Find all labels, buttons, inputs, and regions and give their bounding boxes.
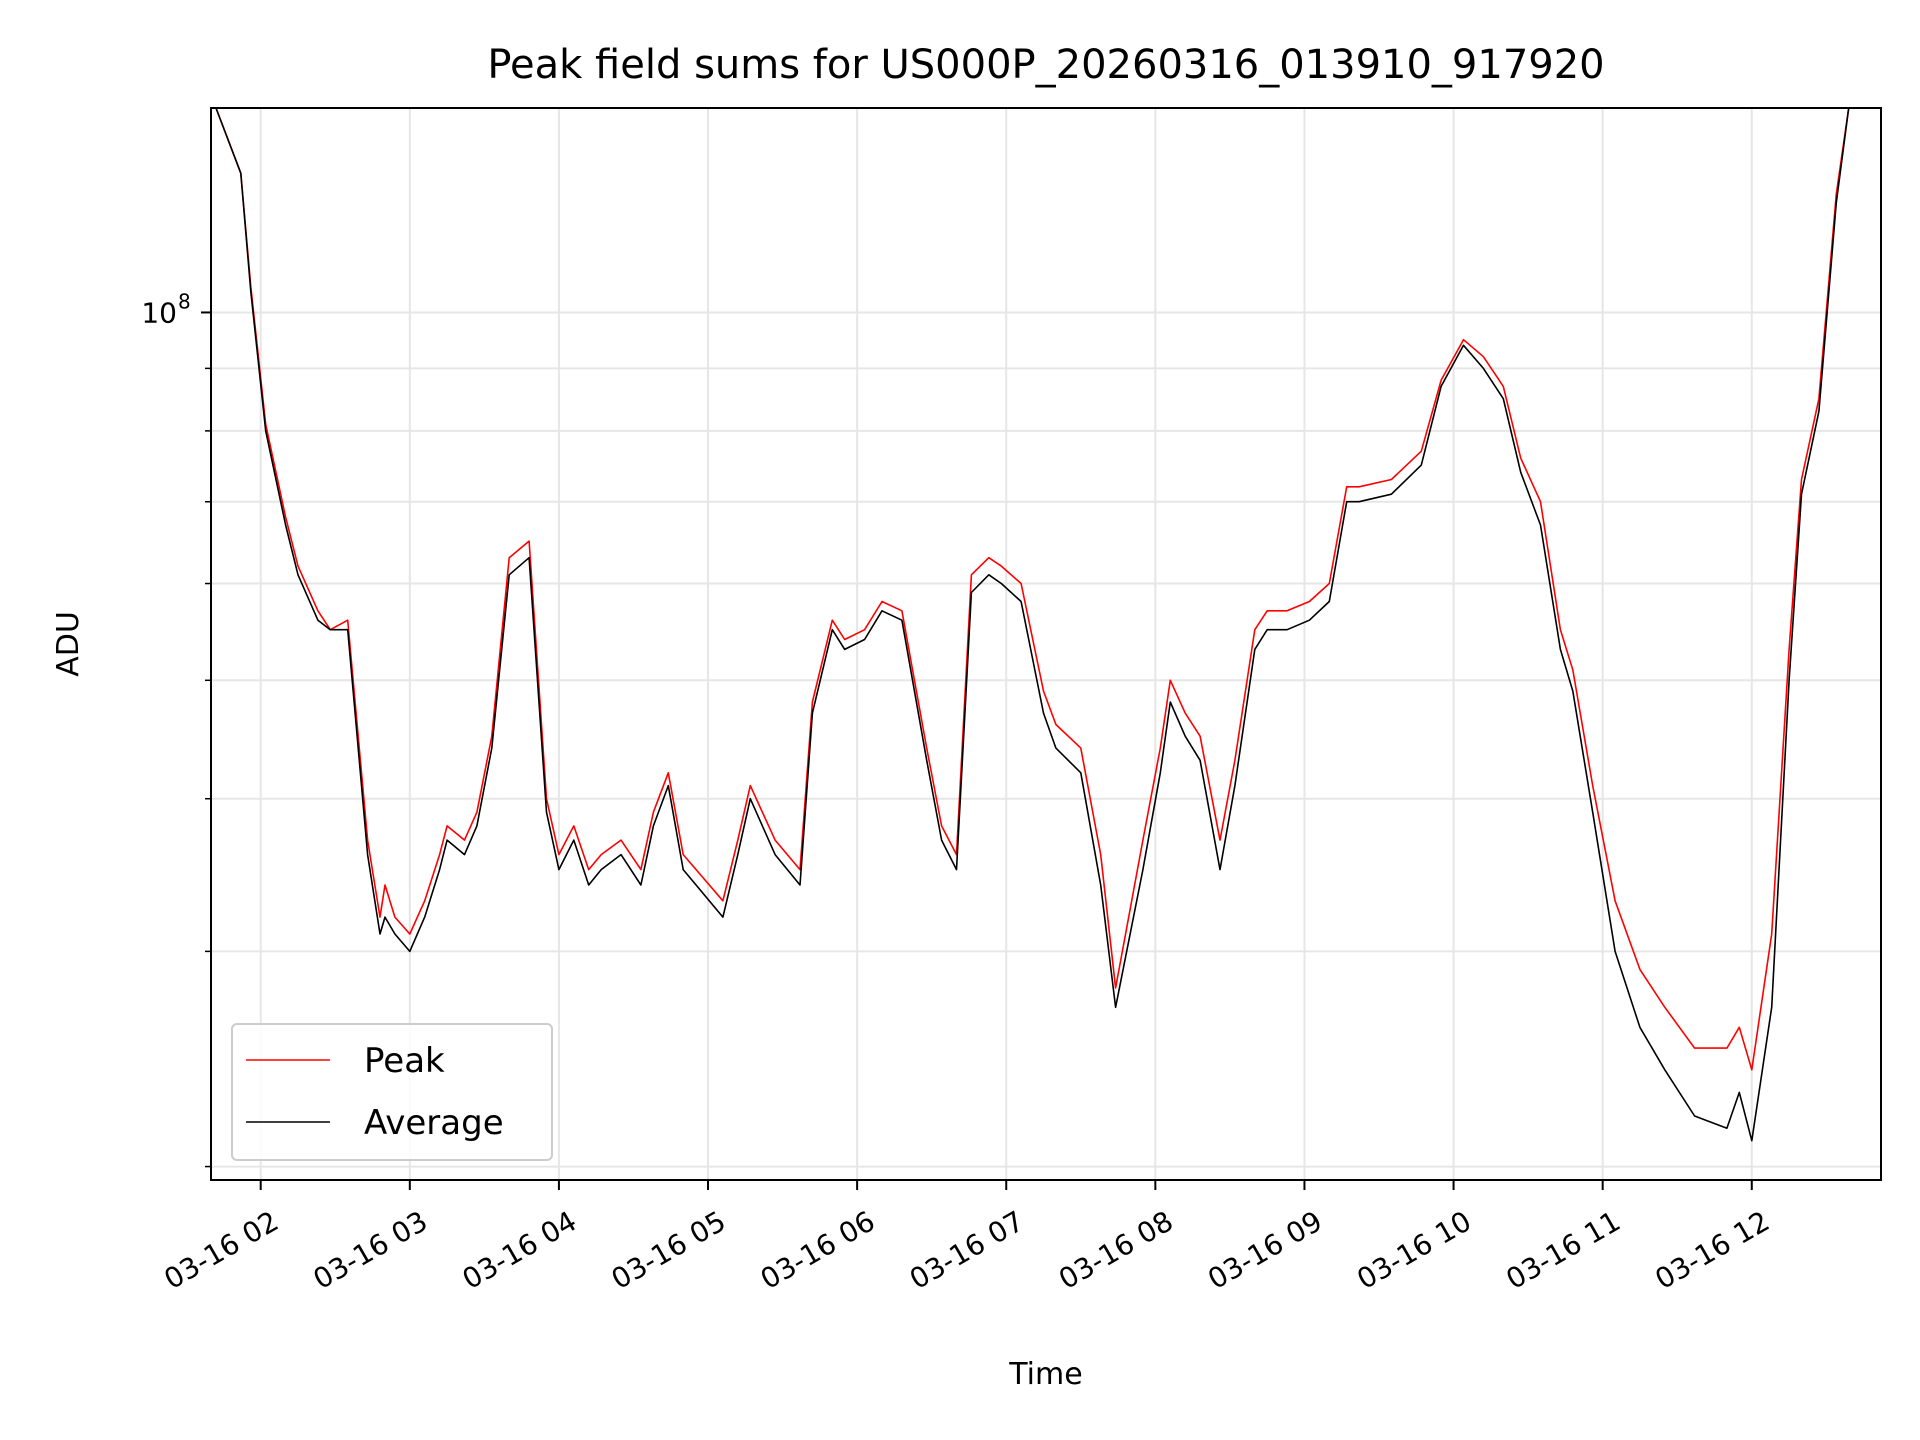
legend-label-peak: Peak bbox=[364, 1041, 445, 1081]
y-tick-label: 10 bbox=[141, 296, 177, 329]
legend-label-average: Average bbox=[364, 1103, 504, 1143]
y-tick-label-exponent: 8 bbox=[178, 289, 191, 313]
series-line-peak bbox=[215, 108, 1864, 1071]
plot-frame bbox=[210, 107, 1882, 1181]
chart-title: Peak field sums for US000P_20260316_0139… bbox=[487, 42, 1604, 88]
legend: Peak Average bbox=[231, 1023, 553, 1161]
legend-box bbox=[231, 1023, 553, 1161]
series-line-average bbox=[215, 108, 1864, 1142]
series-layer bbox=[215, 108, 1864, 1142]
x-axis-title: Time bbox=[1008, 1357, 1082, 1392]
y-axis-title: ADU bbox=[51, 611, 86, 677]
grid bbox=[211, 108, 1881, 1180]
